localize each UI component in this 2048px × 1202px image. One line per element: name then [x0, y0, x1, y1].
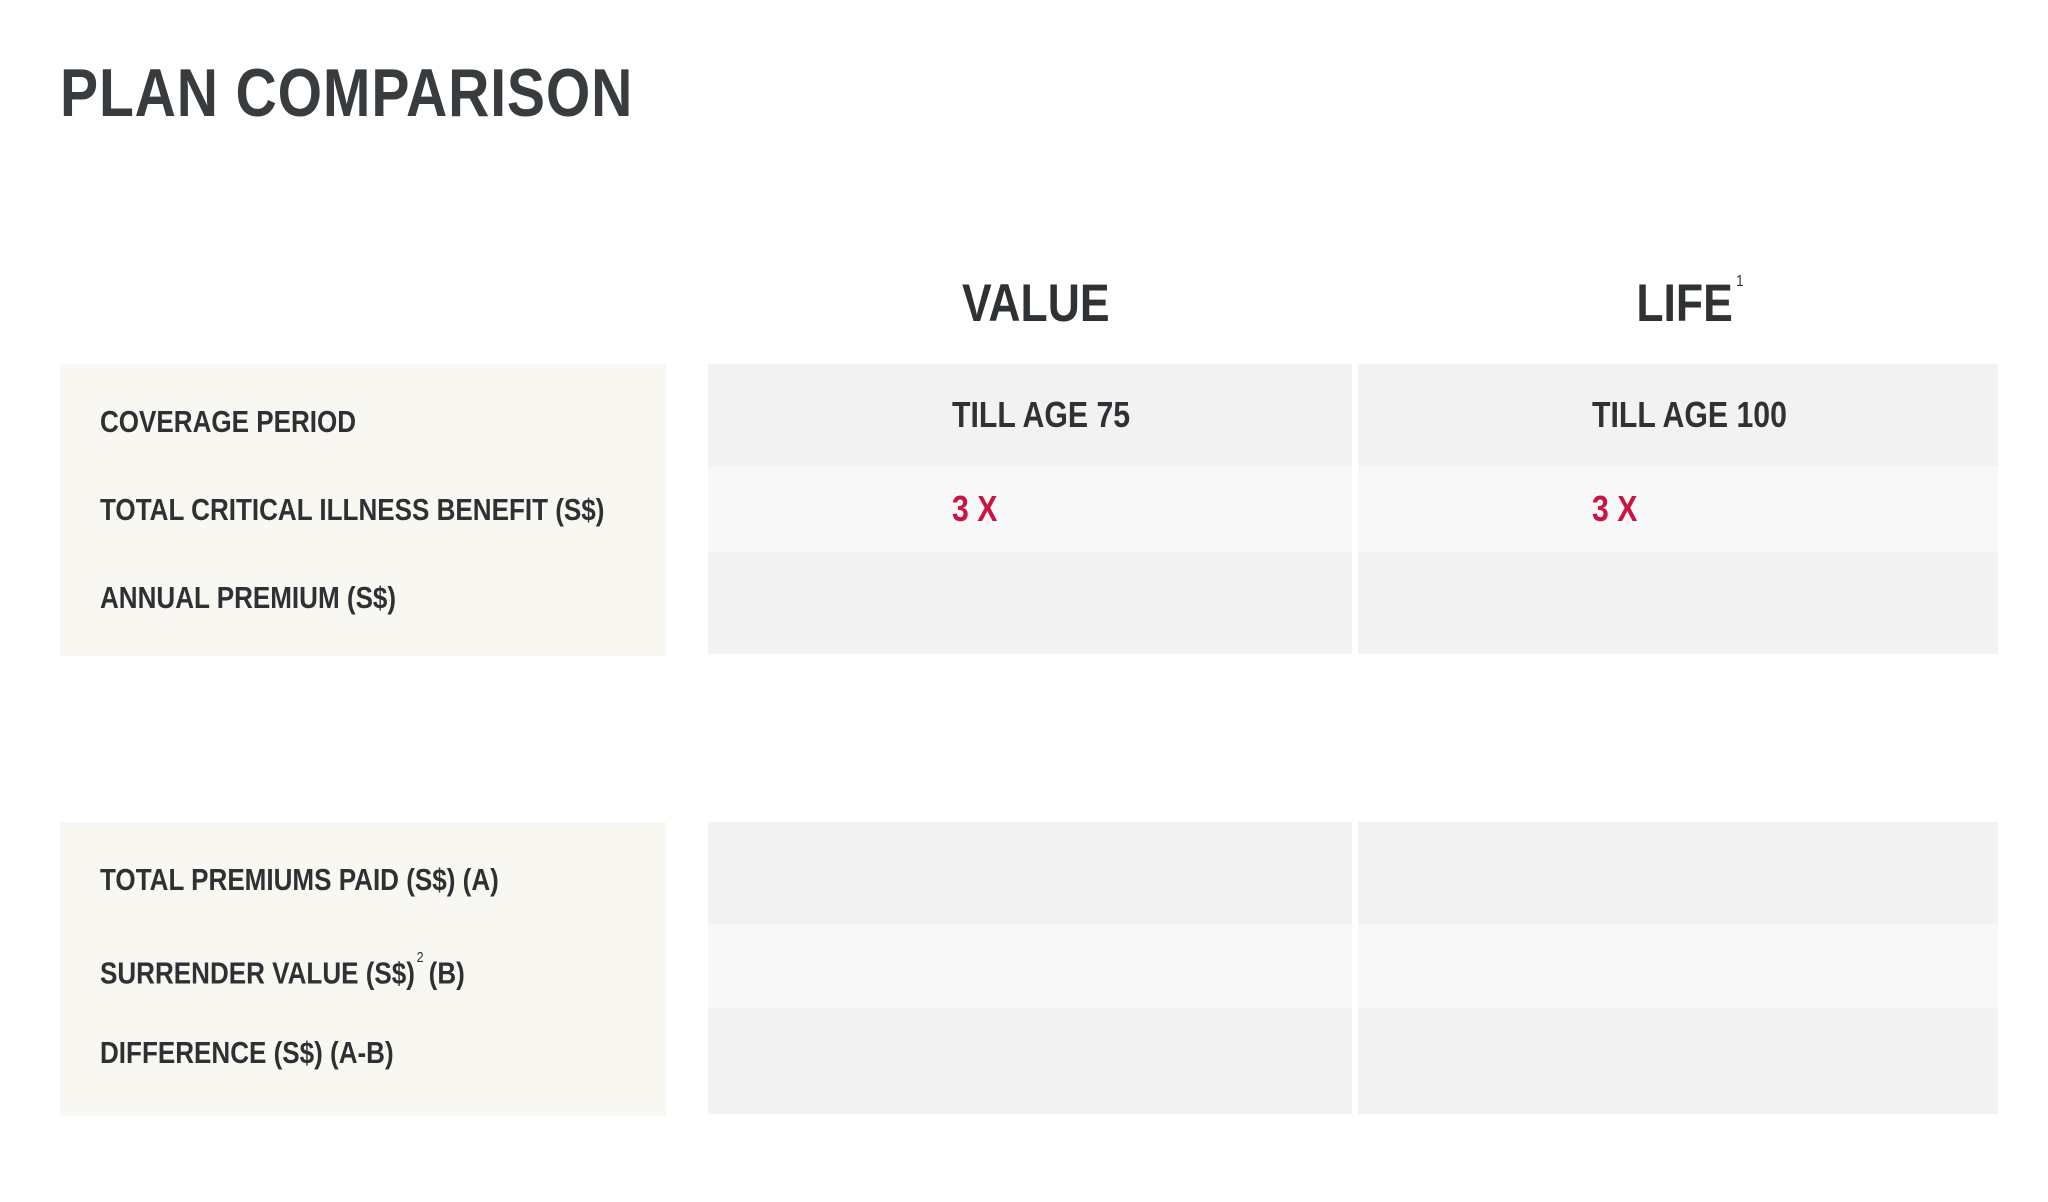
cell-coverage-period-value: TILL AGE 75: [708, 364, 1352, 466]
column-header-life: LIFE 1: [1631, 266, 1749, 342]
row-label-surrender-value-text: SURRENDER VALUE (S$): [100, 955, 415, 991]
cell-total-premiums-value: [708, 822, 1352, 924]
row-label-difference: DIFFERENCE (S$) (A-B): [100, 1035, 394, 1070]
cell-critical-illness-life: 3 X: [1358, 466, 1998, 552]
cell-annual-premium-life: [1358, 552, 1998, 654]
cell-text: TILL AGE 100: [1592, 394, 1787, 435]
row-label-surrender-value: SURRENDER VALUE (S$) 2 (B): [100, 943, 465, 993]
row-label-surrender-value-suffix: (B): [428, 955, 465, 991]
cell-difference-life: [1358, 1008, 1998, 1114]
label-panel-surrender: TOTAL PREMIUMS PAID (S$) (A) SURRENDER V…: [60, 822, 666, 1116]
footnote-marker: 1: [1736, 273, 1744, 290]
cell-difference-value: [708, 1008, 1352, 1114]
cell-critical-illness-value: 3 X: [708, 466, 1352, 552]
row-label-critical-illness-benefit: TOTAL CRITICAL ILLNESS BENEFIT (S$): [100, 492, 605, 527]
cell-text: TILL AGE 75: [952, 394, 1131, 435]
column-header-value: VALUE: [962, 266, 1110, 342]
cell-coverage-period-life: TILL AGE 100: [1358, 364, 1998, 466]
row-label-coverage-period: COVERAGE PERIOD: [100, 404, 357, 439]
cell-surrender-value-life: [1358, 924, 1998, 1008]
cell-annual-premium-value: [708, 552, 1352, 654]
page-title: PLAN COMPARISON: [60, 55, 634, 131]
row-label-total-premiums-paid: TOTAL PREMIUMS PAID (S$) (A): [100, 862, 499, 897]
cell-text: 3 X: [952, 488, 998, 529]
cell-total-premiums-life: [1358, 822, 1998, 924]
cell-surrender-value-value: [708, 924, 1352, 1008]
column-header-life-label: LIFE: [1636, 274, 1733, 333]
cell-text: 3 X: [1592, 488, 1638, 529]
label-panel-coverage: COVERAGE PERIOD TOTAL CRITICAL ILLNESS B…: [60, 364, 666, 656]
column-header-value-label: VALUE: [962, 274, 1110, 333]
footnote-marker: 2: [416, 949, 424, 966]
row-label-annual-premium: ANNUAL PREMIUM (S$): [100, 580, 397, 615]
